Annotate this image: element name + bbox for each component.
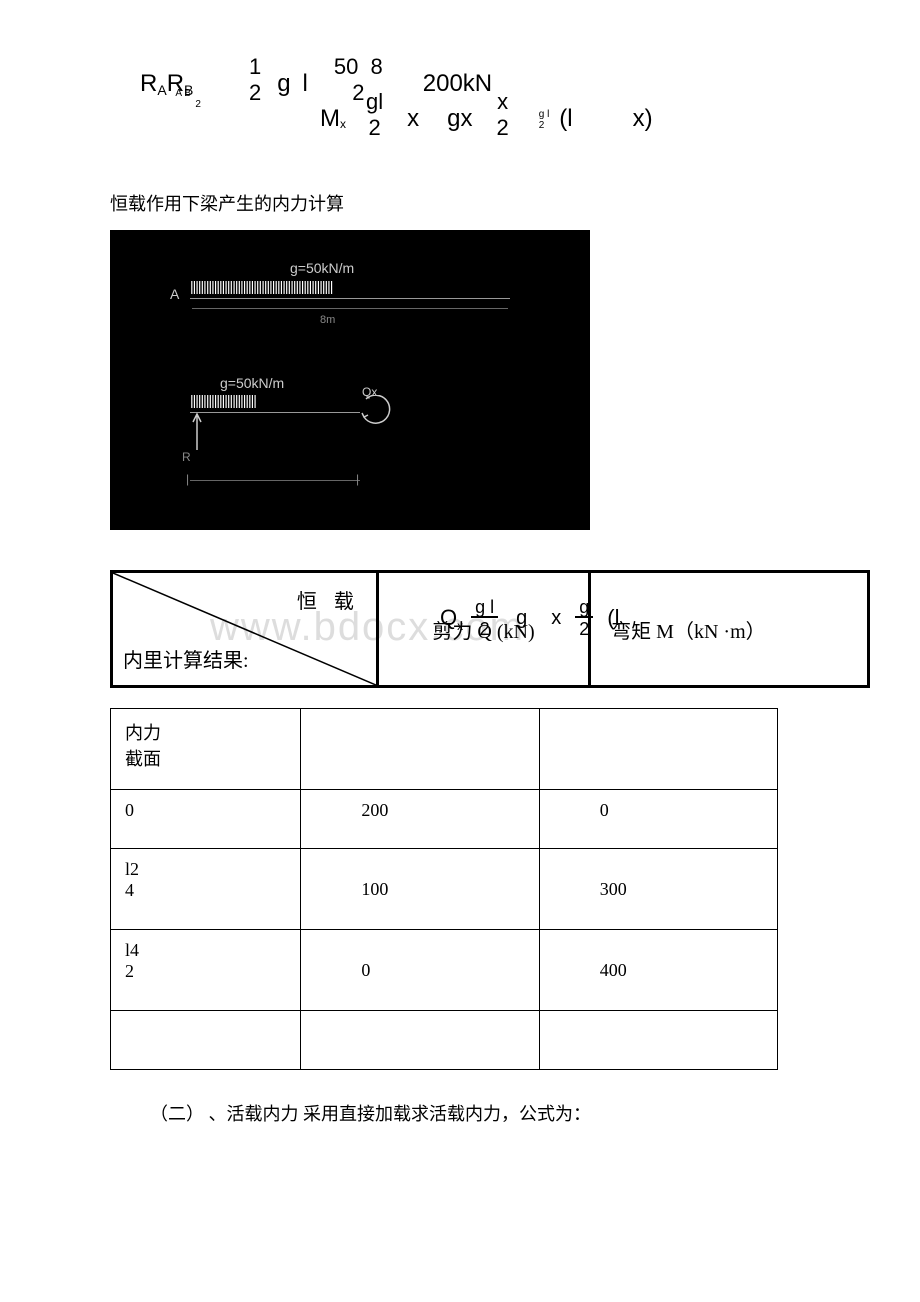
fig-load-top: g=50kN/m [290,260,354,276]
footer-text: （二） 、活载内力 采用直接加载求活载内力，公式为： [150,1100,820,1126]
r0c1a: 内力 [125,723,161,743]
f2-2a: 2 [368,115,380,140]
header-diag-cell: 恒 载 内里计算结果: [112,572,378,687]
r3c1a: l4 [125,940,139,960]
cell-r3c3: 400 [539,930,777,1011]
f2-paren-x: x) [633,105,653,133]
fig-load-mid: g=50kN/m [220,375,284,391]
header-diag-bottom: 内里计算结果: [123,644,249,673]
table-row: l4 2 0 400 [111,930,778,1011]
r0c1b: 截面 [125,749,161,769]
fig-dim-line [192,308,508,309]
table-row [111,1011,778,1070]
cell-r1c3: 0 [539,790,777,849]
f2-gl: gl [366,89,383,114]
f1-subAB: A B [175,88,191,99]
beam-figure: g=50kN/m A |||||||||||||||||||||||||||||… [110,230,590,530]
dim-tick-r: | [356,472,359,486]
f2-gx: gx [447,105,472,133]
table-row: 内力 截面 [111,709,778,790]
header-row: 恒 载 内里计算结果: 剪力 Q (kN) 弯矩 M（kN ·m） [112,572,869,687]
formula2-line: M x gl 2 x gx x 2 g l 2 (l x) [320,105,653,157]
f1-l: l [303,70,308,98]
f1-frac1-den: 2 [249,80,261,105]
cell-r1c2: 200 [301,790,539,849]
cell-r4c1 [111,1011,301,1070]
f1-frac1: 1 2 [249,54,261,106]
f1-frac2-8: 8 [371,54,383,79]
fig-A: A [170,286,179,302]
caption-1: 恒载作用下梁产生的内力计算 [110,190,820,216]
cell-r1c1: 0 [111,790,301,849]
f2-2c: 2 [539,120,545,131]
cell-r0c1: 内力 截面 [111,709,301,790]
header-diag-top: 恒 载 [297,585,360,614]
r2c1b: 4 [125,880,134,900]
cell-r4c2 [301,1011,539,1070]
header-col2: 剪力 Q (kN) [377,572,589,687]
fig-hatch-mid: ||||||||||||||||||||||||| [190,392,256,408]
f2-x2: x [497,89,508,114]
table-row: l2 4 100 300 [111,849,778,930]
cell-r2c3: 300 [539,849,777,930]
f1-subA: A [157,82,166,98]
cell-r0c2 [301,709,539,790]
f1-result: 200kN [423,70,492,98]
f2-2b: 2 [496,115,508,140]
header-col3: 弯矩 M（kN ·m） [590,572,869,687]
cell-r2c2: 100 [301,849,539,930]
f2-Msub: x [340,117,346,131]
f1-frac2-num: 50 8 [334,54,383,79]
f2-x1: x [407,105,419,133]
fig-dim2 [190,480,360,481]
cell-r0c3 [539,709,777,790]
fig-beam-mid [190,412,360,413]
f2-glsmall-txt: g l [539,109,550,120]
fig-span: 8m [320,314,335,326]
r2c1a: l2 [125,859,139,879]
f1-frac2-50: 50 [334,54,358,79]
page-root: R A R B A B 2 1 2 g l 50 8 2 200kN [0,0,920,1302]
f1-frac2-den: 2 [352,80,364,105]
cell-r3c2: 0 [301,930,539,1011]
f2-M: M [320,105,340,133]
fig-Ra: R [182,450,191,464]
fig-hatch-top: ||||||||||||||||||||||||||||||||||||||||… [190,278,332,294]
f2-glsmall: g l 2 [539,109,550,131]
cell-r3c1: l4 2 [111,930,301,1011]
f2-frac2: x 2 [496,89,508,141]
f1-frac1-num: 1 [249,54,261,79]
formula-block-1: R A R B A B 2 1 2 g l 50 8 2 200kN [140,50,820,170]
reaction-arrow-icon [190,412,204,452]
r3c1b: 2 [125,961,134,981]
f2-frac1: gl 2 [366,89,383,141]
cell-r4c3 [539,1011,777,1070]
fig-beam-top [190,298,510,299]
header-table: 恒 载 内里计算结果: 剪力 Q (kN) 弯矩 M（kN ·m） [110,570,870,688]
moment-arrow-icon [360,395,396,431]
data-table: 内力 截面 0 200 0 l2 4 100 300 l4 2 0 400 [110,708,778,1070]
f1-R1: R [140,70,157,98]
f1-subline: A B 2 [175,88,201,110]
f1-sub2: 2 [195,99,201,110]
f2-paren-l: (l [559,105,572,133]
f1-g: g [277,70,290,98]
cell-r2c1: l2 4 [111,849,301,930]
dim-tick-l: | [186,472,189,486]
table-row: 0 200 0 [111,790,778,849]
